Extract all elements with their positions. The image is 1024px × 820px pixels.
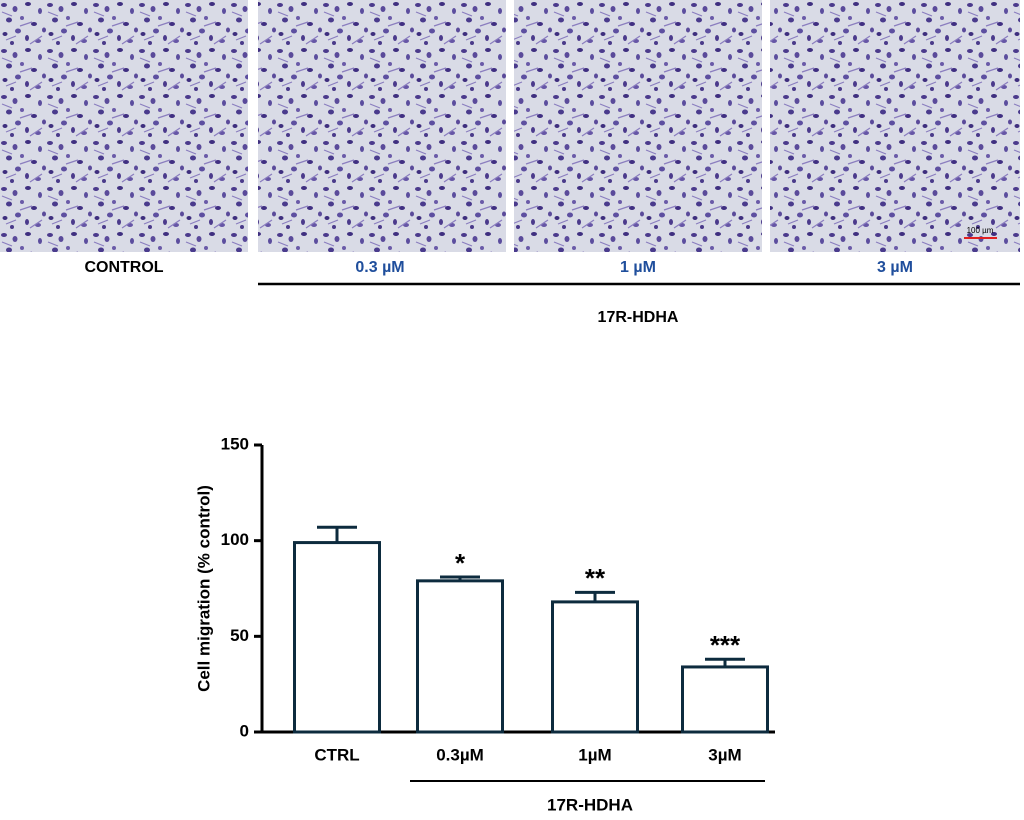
group-label: 17R-HDHA (598, 309, 679, 326)
panel-label: 0.3 µM (355, 259, 404, 276)
micrograph (514, 0, 762, 252)
micrograph (770, 0, 1020, 252)
x-tick-label: 3µM (708, 745, 741, 764)
panel-label: 3 µM (877, 259, 913, 276)
panel-label: CONTROL (84, 259, 163, 276)
y-tick-label: 100 (221, 530, 249, 549)
x-tick-label: CTRL (314, 745, 359, 764)
significance-label: * (455, 548, 466, 578)
y-tick-label: 0 (240, 721, 249, 740)
bar (681, 665, 769, 734)
bar (551, 600, 639, 734)
bar (416, 579, 504, 734)
scale-bar-label: 100 µm (967, 226, 994, 235)
significance-label: *** (710, 630, 741, 660)
x-tick-label: 1µM (578, 745, 611, 764)
significance-label: ** (585, 563, 606, 593)
y-axis-label: Cell migration (% control) (194, 485, 213, 692)
group-label: 17R-HDHA (547, 795, 633, 814)
micrograph (258, 0, 506, 252)
panel-label: 1 µM (620, 259, 656, 276)
y-tick-label: 150 (221, 434, 249, 453)
micrograph (0, 0, 248, 252)
bar (293, 541, 381, 734)
y-tick-label: 50 (230, 626, 249, 645)
x-tick-label: 0.3µM (436, 745, 484, 764)
